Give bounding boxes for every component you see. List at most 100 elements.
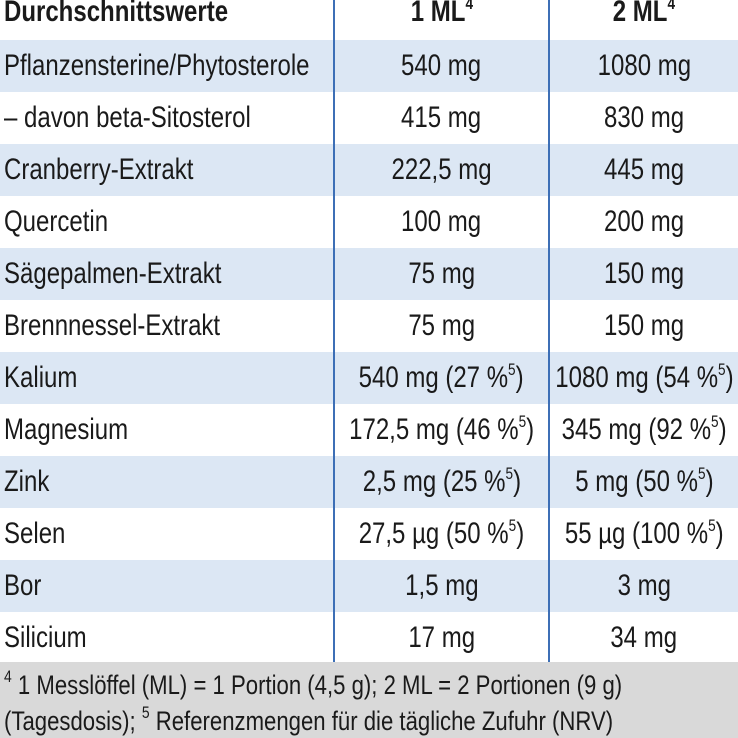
superscript: 5 [717, 360, 726, 379]
table-row: Bor 1,5 mg 3 mg [0, 560, 738, 612]
table-cell: 200 mg [550, 196, 738, 248]
table-cell: 540 mg (27 %5) [335, 352, 548, 404]
table-cell: 345 mg (92 %5) [550, 404, 738, 456]
cell-text: Bor [4, 569, 41, 603]
text: Kalium [4, 361, 78, 394]
superscript: 5 [710, 412, 719, 431]
table-cell: 415 mg [335, 92, 548, 144]
cell-text: Pflanzensterine/Phytosterole [4, 49, 310, 83]
table-cell: 17 mg [335, 612, 548, 664]
text: 150 mg [603, 257, 685, 290]
table-cell: 172,5 mg (46 %5) [335, 404, 548, 456]
text: 2,5 mg (25 % [362, 465, 506, 498]
text: 3 mg [617, 569, 671, 602]
text: 1080 mg [597, 49, 691, 82]
table-cell: Durchschnittswerte [4, 0, 337, 38]
table-cell: 1080 mg [550, 40, 738, 92]
text: 100 mg [401, 205, 482, 238]
superscript: 5 [505, 464, 513, 483]
text: 540 mg (27 % [359, 361, 509, 394]
text: ) [725, 361, 734, 394]
cell-text: 2 ML4 [613, 0, 675, 29]
cell-text: 75 mg [408, 257, 475, 291]
cell-text: Sägepalmen-Extrakt [4, 257, 221, 291]
table-cell: Selen [4, 508, 337, 560]
cell-text: 415 mg [401, 101, 481, 135]
table-cell: 5 mg (50 %5) [550, 456, 738, 508]
cell-text: 34 mg [611, 621, 678, 655]
superscript: 5 [707, 516, 716, 535]
table-row: Kalium 540 mg (27 %5) 1080 mg (54 %5) [0, 352, 738, 404]
table-cell: Quercetin [4, 196, 337, 248]
text: – davon beta-Sitosterol [4, 101, 251, 134]
text: 172,5 mg (46 % [349, 413, 519, 446]
text: 200 mg [603, 205, 685, 238]
cell-text: Silicium [4, 621, 87, 655]
table-row: Pflanzensterine/Phytosterole 540 mg 1080 m… [0, 40, 738, 92]
table-cell: 27,5 µg (50 %5) [335, 508, 548, 560]
cell-text: 1080 mg (54 %5) [555, 361, 733, 395]
footnote: (Tagesdosis); 5 Referenzmengen für die t… [4, 704, 613, 737]
table-cell: 34 mg [550, 612, 738, 664]
text: Silicium [4, 621, 87, 654]
superscript: 5 [518, 412, 527, 431]
text: 540 mg [401, 49, 482, 82]
text: Quercetin [4, 205, 109, 238]
table-cell: 540 mg [335, 40, 548, 92]
table-cell: 150 mg [550, 300, 738, 352]
table-cell: 150 mg [550, 248, 738, 300]
superscript: 4 [667, 0, 676, 13]
table-cell: 75 mg [335, 248, 548, 300]
text: 5 mg (50 % [574, 465, 698, 498]
text: 1 Messlöffel (ML) = 1 Portion (4,5 g); 2… [11, 670, 623, 700]
cell-text: Kalium [4, 361, 77, 395]
superscript: 5 [508, 516, 517, 535]
cell-text: 200 mg [604, 205, 684, 239]
table-row: – davon beta-Sitosterol 415 mg 830 mg [0, 92, 738, 144]
cell-text: 445 mg [604, 153, 684, 187]
text: Sägepalmen-Extrakt [4, 257, 222, 290]
cell-text: Selen [4, 517, 65, 551]
superscript: 4 [465, 0, 473, 13]
table-cell: 2,5 mg (25 %5) [335, 456, 548, 508]
table-row: Sägepalmen-Extrakt 75 mg 150 mg [0, 248, 738, 300]
footnote: 4 1 Messlöffel (ML) = 1 Portion (4,5 g);… [4, 668, 623, 701]
cell-text: – davon beta-Sitosterol [4, 101, 251, 135]
text: ) [512, 465, 521, 498]
table-cell: 445 mg [550, 144, 738, 196]
cell-text: 172,5 mg (46 %5) [349, 413, 534, 447]
table-cell: 2 ML4 [550, 0, 738, 38]
text: 75 mg [408, 257, 475, 290]
text: ) [718, 413, 727, 446]
cell-text: 5 mg (50 %5) [575, 465, 713, 499]
superscript: 5 [508, 360, 516, 379]
text: 55 µg (100 % [564, 517, 708, 550]
cell-text: 345 mg (92 %5) [562, 413, 727, 447]
column-divider [333, 0, 335, 662]
cell-text: Zink [4, 465, 49, 499]
cell-text: 55 µg (100 %5) [565, 517, 724, 551]
cell-text: 150 mg [604, 257, 684, 291]
text: Cranberry-Extrakt [4, 153, 194, 186]
text: 415 mg [401, 101, 482, 134]
table-cell: Bor [4, 560, 337, 612]
text: 1 ML [410, 0, 466, 28]
text: Pflanzensterine/Phytosterole [4, 49, 310, 82]
table-row: Quercetin 100 mg 200 mg [0, 196, 738, 248]
text: 17 mg [408, 621, 475, 654]
table-cell: 222,5 mg [335, 144, 548, 196]
table-cell: Cranberry-Extrakt [4, 144, 337, 196]
table-cell: Pflanzensterine/Phytosterole [4, 40, 337, 92]
text: ) [526, 413, 535, 446]
text: (Tagesdosis); [4, 706, 142, 736]
cell-text: 830 mg [604, 101, 684, 135]
text: 1080 mg (54 % [554, 361, 718, 394]
cell-text: 2,5 mg (25 %5) [362, 465, 520, 499]
table-cell: 55 µg (100 %5) [550, 508, 738, 560]
cell-text: Magnesium [4, 413, 128, 447]
cell-text: 222,5 mg [391, 153, 491, 187]
text: 830 mg [603, 101, 685, 134]
cell-text: Cranberry-Extrakt [4, 153, 193, 187]
text: 27,5 µg (50 % [358, 517, 509, 550]
cell-text: 3 mg [617, 569, 670, 603]
